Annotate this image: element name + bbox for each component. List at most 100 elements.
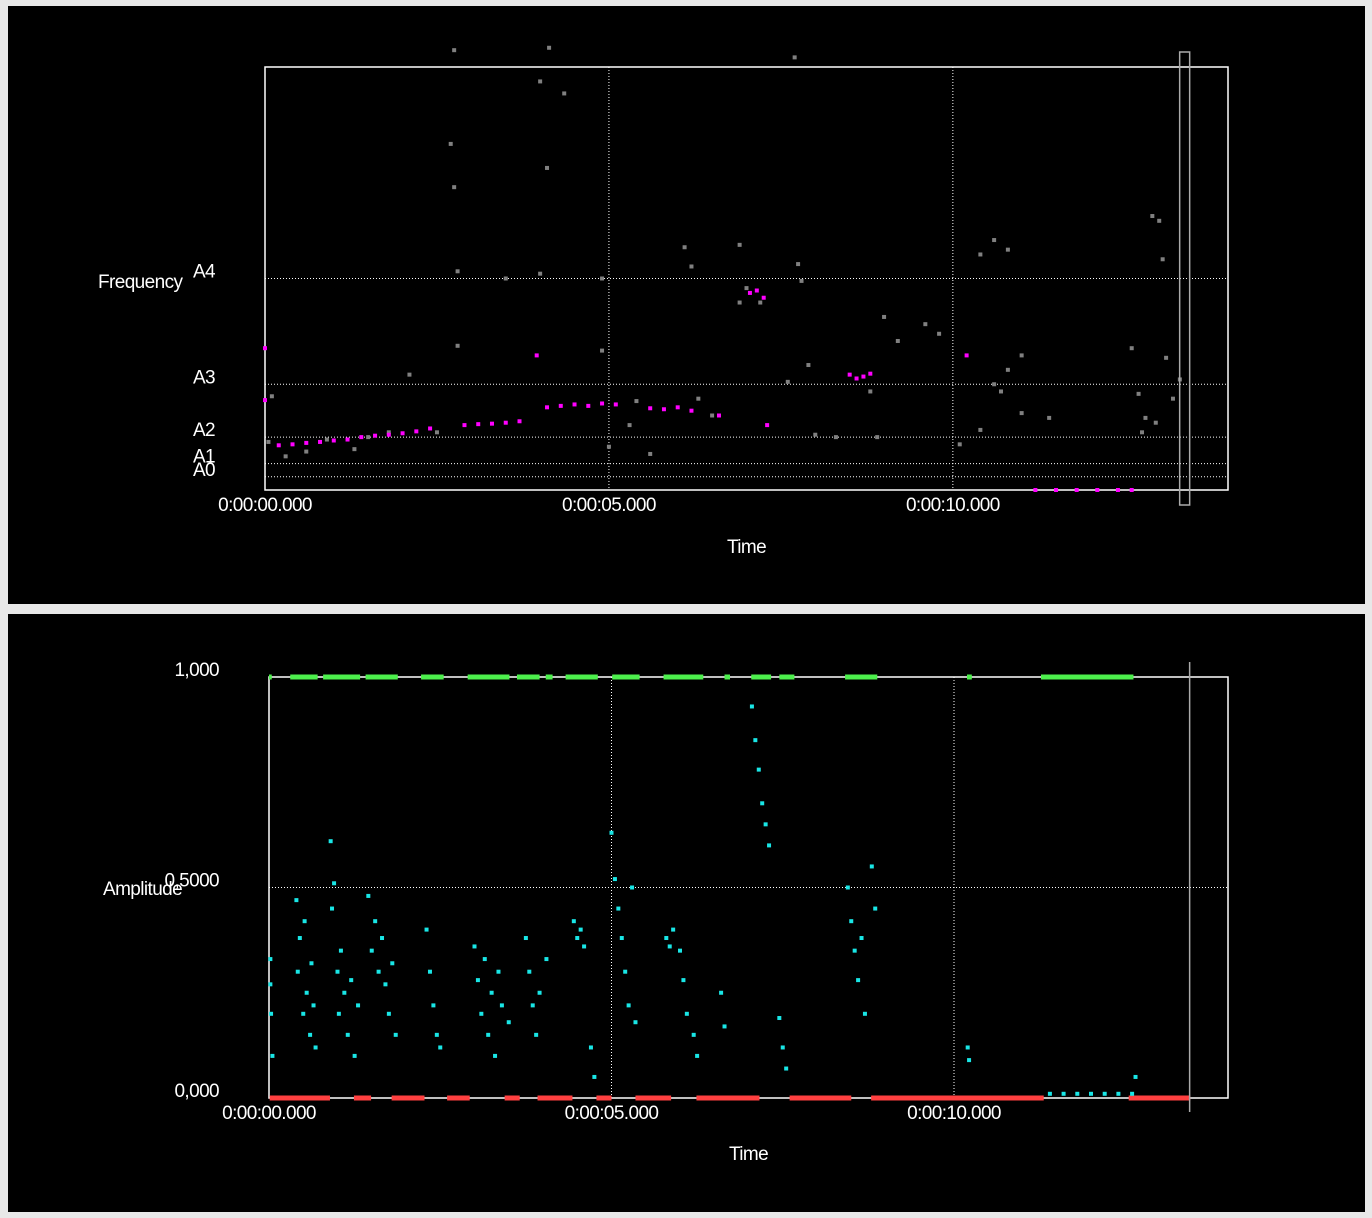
point — [475, 978, 480, 983]
point — [710, 413, 715, 418]
point — [722, 1024, 727, 1029]
point — [744, 286, 749, 291]
point — [424, 927, 429, 932]
point — [696, 396, 701, 401]
point — [582, 944, 587, 949]
point — [861, 374, 866, 379]
amplitude-panel — [8, 614, 1365, 1212]
point — [661, 407, 666, 412]
point — [496, 969, 501, 974]
point — [859, 936, 864, 941]
point — [313, 1045, 318, 1050]
point — [648, 406, 653, 411]
point — [626, 1003, 631, 1008]
point — [606, 444, 611, 449]
point — [1047, 415, 1052, 420]
x-tick-label: 0:00:10.000 — [906, 495, 1000, 516]
point — [476, 422, 481, 427]
point — [612, 877, 617, 882]
point — [534, 353, 539, 358]
point — [716, 413, 721, 418]
point — [304, 990, 309, 995]
point — [796, 262, 801, 267]
y-tick-label: A1 — [193, 447, 215, 468]
point — [895, 338, 900, 343]
x-tick-label: 0:00:00.000 — [222, 1103, 316, 1124]
point — [330, 906, 335, 911]
point — [1136, 391, 1141, 396]
point — [753, 738, 758, 743]
point — [383, 982, 388, 987]
point — [534, 1032, 539, 1037]
point — [978, 427, 983, 432]
point — [414, 429, 419, 434]
point — [486, 1032, 491, 1037]
point — [671, 927, 676, 932]
x-axis-label: Time — [729, 1144, 768, 1165]
point — [1129, 346, 1134, 351]
point — [1005, 247, 1010, 252]
point — [592, 1074, 597, 1079]
point — [571, 919, 576, 924]
point — [493, 1053, 498, 1058]
point — [588, 1045, 593, 1050]
point — [965, 1045, 970, 1050]
point — [634, 399, 639, 404]
point — [695, 1053, 700, 1058]
point — [575, 936, 580, 941]
point — [517, 419, 522, 424]
point — [868, 389, 873, 394]
point — [613, 402, 618, 407]
point — [544, 957, 549, 962]
point — [318, 439, 323, 444]
pitch-panel — [8, 6, 1365, 604]
point — [623, 969, 628, 974]
point — [747, 290, 752, 295]
point — [537, 990, 542, 995]
point — [667, 944, 672, 949]
point — [691, 1032, 696, 1037]
point — [302, 919, 307, 924]
point — [737, 242, 742, 247]
point — [1116, 1091, 1121, 1096]
point — [386, 430, 391, 435]
point — [967, 1058, 972, 1063]
point — [276, 443, 281, 448]
point — [369, 948, 374, 953]
point — [479, 1011, 484, 1016]
point — [854, 376, 859, 381]
point — [452, 185, 457, 190]
point — [352, 447, 357, 452]
point — [937, 331, 942, 336]
point — [749, 704, 754, 709]
point — [311, 1003, 316, 1008]
point — [338, 948, 343, 953]
point — [295, 969, 300, 974]
point — [600, 348, 605, 353]
point — [269, 394, 274, 399]
point — [393, 1032, 398, 1037]
point — [847, 372, 852, 377]
point — [806, 363, 811, 368]
point — [600, 276, 605, 281]
point — [407, 372, 412, 377]
point — [304, 440, 309, 445]
point — [263, 398, 267, 403]
point — [336, 1011, 341, 1016]
point — [335, 969, 340, 974]
point — [482, 957, 487, 962]
point — [290, 442, 295, 447]
point — [992, 382, 997, 387]
point — [390, 961, 395, 966]
point — [999, 389, 1004, 394]
point — [1157, 218, 1162, 223]
point — [767, 843, 772, 848]
point — [328, 839, 333, 844]
y-tick-label: 0,5000 — [164, 871, 219, 892]
point — [266, 439, 271, 444]
point — [545, 405, 550, 410]
point — [547, 45, 552, 50]
point — [1164, 355, 1169, 360]
